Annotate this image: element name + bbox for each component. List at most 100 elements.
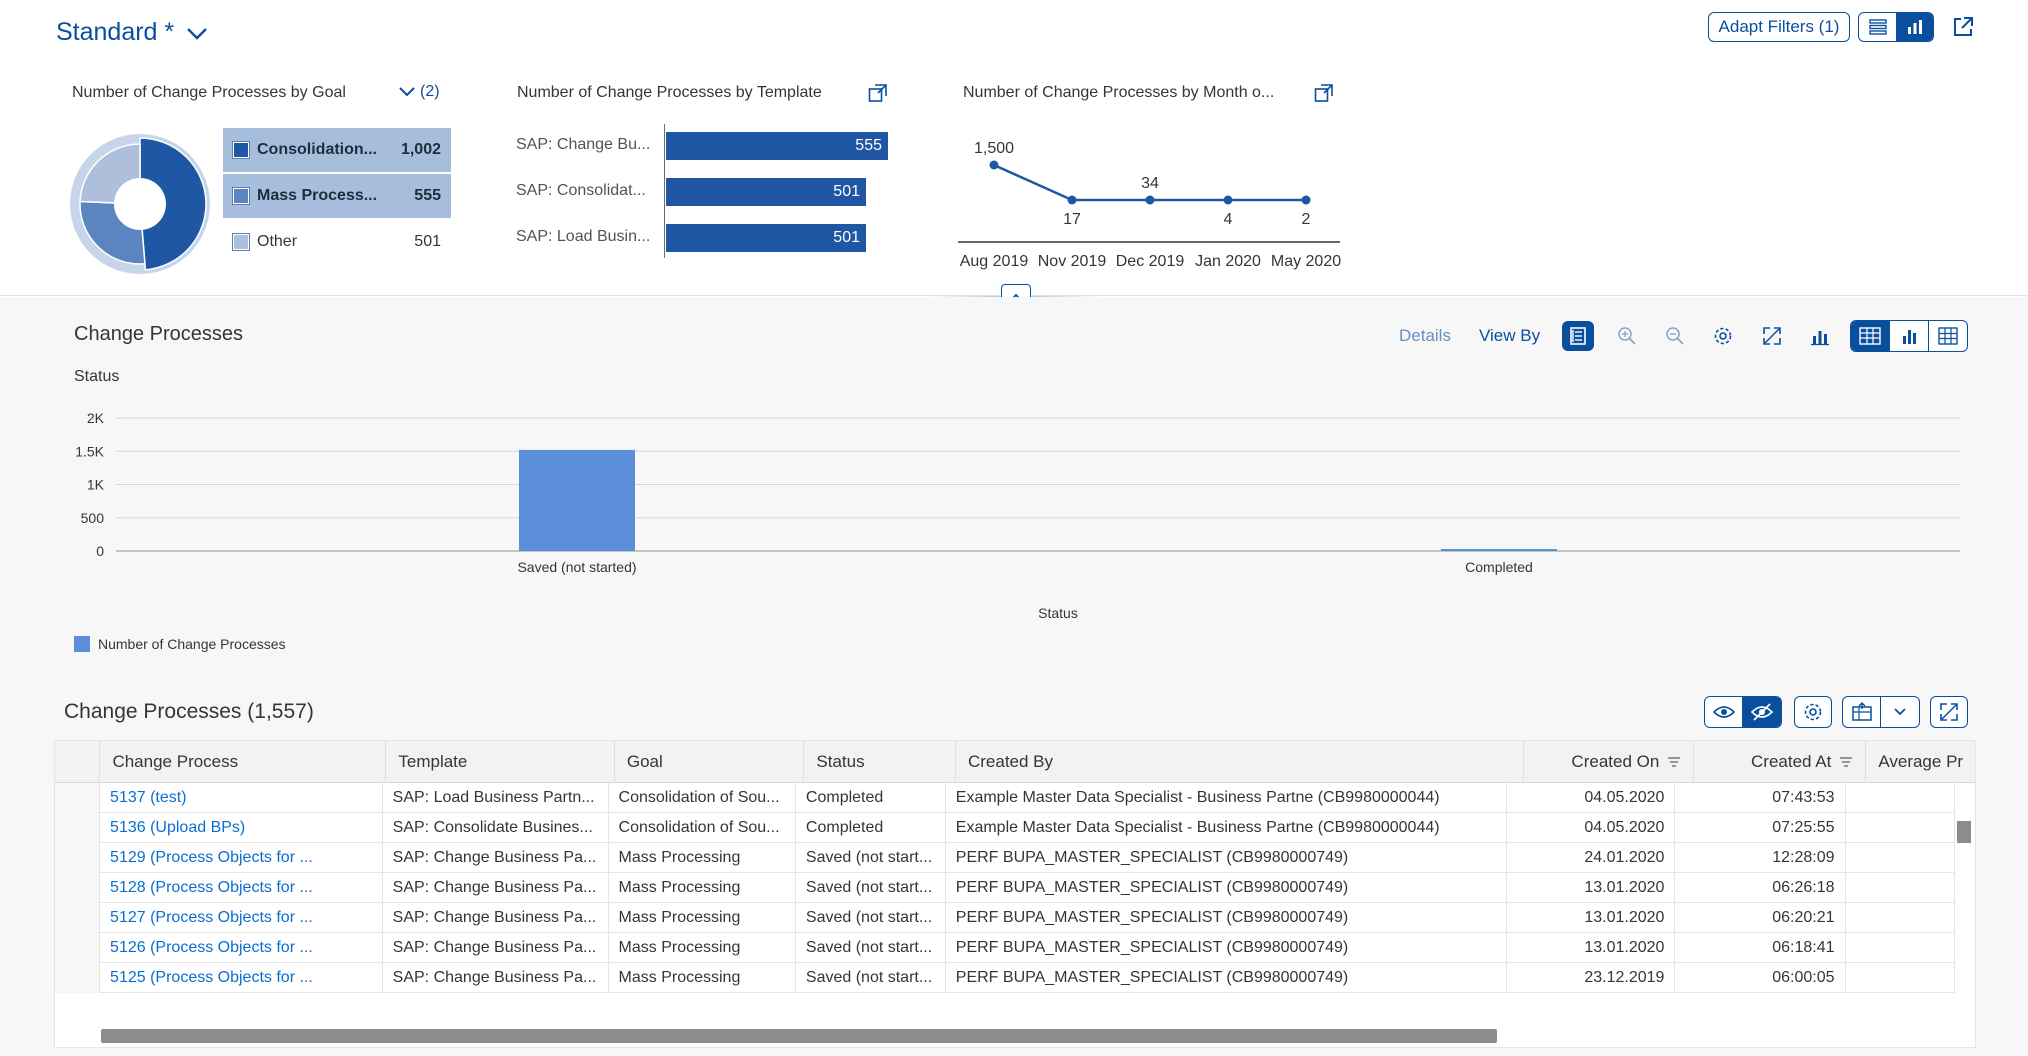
table-cell: Completed <box>796 783 946 813</box>
table-row[interactable]: 5137 (test) SAP: Load Business Partn... Co… <box>55 783 1956 813</box>
zoom-out-icon <box>1666 327 1684 345</box>
change-process-link[interactable]: 5136 (Upload BPs) <box>100 813 383 843</box>
status-bar[interactable] <box>519 449 635 551</box>
column-header[interactable]: Average Pr <box>1866 741 1975 783</box>
template-bar[interactable]: 555 <box>666 132 888 160</box>
table-row[interactable]: 5129 (Process Objects for ... SAP: Change… <box>55 843 1956 873</box>
row-selector[interactable] <box>55 933 101 963</box>
template-bar[interactable]: 501 <box>666 224 866 252</box>
visual-filters-toggle[interactable] <box>1896 13 1933 41</box>
row-selector[interactable] <box>55 963 101 993</box>
change-process-link[interactable]: 5129 (Process Objects for ... <box>100 843 383 873</box>
table-row[interactable]: 5136 (Upload BPs) SAP: Consolidate Busine… <box>55 813 1956 843</box>
change-process-link[interactable]: 5127 (Process Objects for ... <box>100 903 383 933</box>
legend-icon <box>1570 327 1586 345</box>
month-point[interactable] <box>1301 195 1311 205</box>
chevron-down-icon <box>187 27 207 40</box>
open-in-icon[interactable] <box>1314 83 1334 103</box>
legend-item-label: Consolidation... <box>257 141 377 158</box>
chevron-down-icon <box>399 87 415 97</box>
column-header[interactable]: Status <box>804 741 956 783</box>
change-process-link[interactable]: 5126 (Process Objects for ... <box>100 933 383 963</box>
row-selector[interactable] <box>55 783 101 813</box>
goal-donut-chart[interactable] <box>68 132 212 276</box>
goal-legend-item[interactable]: Consolidation... 1,002 <box>223 128 451 172</box>
bar-chart-icon <box>1903 330 1916 344</box>
table-row[interactable]: 5128 (Process Objects for ... SAP: Change… <box>55 873 1956 903</box>
change-process-link[interactable]: 5125 (Process Objects for ... <box>100 963 383 993</box>
select-all-column[interactable] <box>55 741 101 783</box>
row-selector[interactable] <box>55 903 101 933</box>
change-process-link[interactable]: 5137 (test) <box>100 783 383 813</box>
share-icon[interactable] <box>1950 14 1976 40</box>
compact-filters-toggle[interactable] <box>1859 13 1896 41</box>
export-button[interactable] <box>1843 697 1882 727</box>
month-point[interactable] <box>1067 195 1077 205</box>
month-point[interactable] <box>1223 195 1233 205</box>
table-cell: 06:20:21 <box>1675 903 1846 933</box>
chart-and-table-view-button[interactable] <box>1851 321 1890 351</box>
table-cell: Example Master Data Specialist - Busines… <box>946 783 1508 813</box>
month-value-label: 2 <box>1302 211 1311 228</box>
export-options-dropdown[interactable] <box>1881 697 1919 727</box>
fullscreen-table-button[interactable] <box>1930 696 1968 728</box>
month-point[interactable] <box>1145 195 1155 205</box>
horizontal-scrollbar[interactable] <box>101 1029 1497 1043</box>
row-selector[interactable] <box>55 813 101 843</box>
template-card-title: Number of Change Processes by Template <box>517 84 822 101</box>
column-header[interactable]: Goal <box>615 741 805 783</box>
column-header[interactable]: Created On <box>1524 741 1695 783</box>
table-cell <box>1846 963 1956 993</box>
month-value-label: 1,500 <box>974 140 1014 157</box>
zoom-in-button[interactable] <box>1611 321 1643 351</box>
chart-legend[interactable]: Number of Change Processes <box>74 636 286 652</box>
chart-type-button[interactable] <box>1804 321 1836 351</box>
legend-swatch <box>232 141 250 159</box>
column-header[interactable]: Change Process <box>100 741 387 783</box>
table-cell: PERF BUPA_MASTER_SPECIALIST (CB998000074… <box>946 933 1508 963</box>
show-details-button[interactable] <box>1705 697 1744 727</box>
month-point[interactable] <box>989 160 999 170</box>
zoom-out-button[interactable] <box>1659 321 1691 351</box>
table-cell: 04.05.2020 <box>1507 813 1676 843</box>
vertical-scrollbar-thumb[interactable] <box>1957 821 1971 843</box>
vertical-scrollbar[interactable] <box>1957 783 1971 1003</box>
variant-selector[interactable]: Standard * <box>56 18 210 47</box>
chart-view-button[interactable] <box>1890 321 1929 351</box>
column-header-label: Change Process <box>112 752 239 771</box>
goal-legend-item[interactable]: Mass Process... 555 <box>223 174 451 218</box>
adapt-filters-button[interactable]: Adapt Filters (1) <box>1708 12 1850 42</box>
table-settings-button[interactable] <box>1794 696 1832 728</box>
fullscreen-chart-button[interactable] <box>1756 321 1788 351</box>
column-header[interactable]: Created By <box>956 741 1525 783</box>
table-view-button[interactable] <box>1929 321 1967 351</box>
column-header[interactable]: Template <box>386 741 615 783</box>
y-tick-label: 1.5K <box>75 443 104 459</box>
status-bar[interactable] <box>1441 549 1557 552</box>
chart-settings-button[interactable] <box>1707 321 1739 351</box>
chart-title: Change Processes <box>74 323 243 345</box>
export-menu <box>1842 696 1920 728</box>
table-row[interactable]: 5127 (Process Objects for ... SAP: Change… <box>55 903 1956 933</box>
month-line-chart[interactable]: 1,500 Aug 2019 17 Nov 2019 34 Dec 2019 4 Jan 20… <box>950 128 1350 278</box>
details-button[interactable]: Details <box>1399 326 1451 345</box>
goal-filter-dropdown[interactable]: (2) <box>398 83 440 101</box>
table-row[interactable]: 5126 (Process Objects for ... SAP: Change… <box>55 933 1956 963</box>
change-process-link[interactable]: 5128 (Process Objects for ... <box>100 873 383 903</box>
hide-details-button[interactable] <box>1743 697 1781 727</box>
chevron-down-icon <box>1894 708 1906 716</box>
legend-toggle-button[interactable] <box>1562 321 1594 351</box>
table-row[interactable]: 5125 (Process Objects for ... SAP: Change… <box>55 963 1956 993</box>
donut-slice[interactable] <box>139 137 207 271</box>
open-in-icon[interactable] <box>868 83 888 103</box>
row-selector[interactable] <box>55 843 101 873</box>
status-column-chart[interactable]: 0 500 1K 1.5K 2K Saved (not started) Completed… <box>60 400 1970 630</box>
template-bar[interactable]: 501 <box>666 178 866 206</box>
month-axis-label: Aug 2019 <box>960 253 1029 270</box>
row-selector[interactable] <box>55 873 101 903</box>
view-by-button[interactable]: View By <box>1479 326 1541 345</box>
table-cell: 13.01.2020 <box>1507 933 1676 963</box>
change-processes-table: Change Process Template Goal Status Created … <box>54 740 1976 1048</box>
goal-legend-item[interactable]: Other 501 <box>223 220 451 264</box>
column-header[interactable]: Created At <box>1694 741 1867 783</box>
